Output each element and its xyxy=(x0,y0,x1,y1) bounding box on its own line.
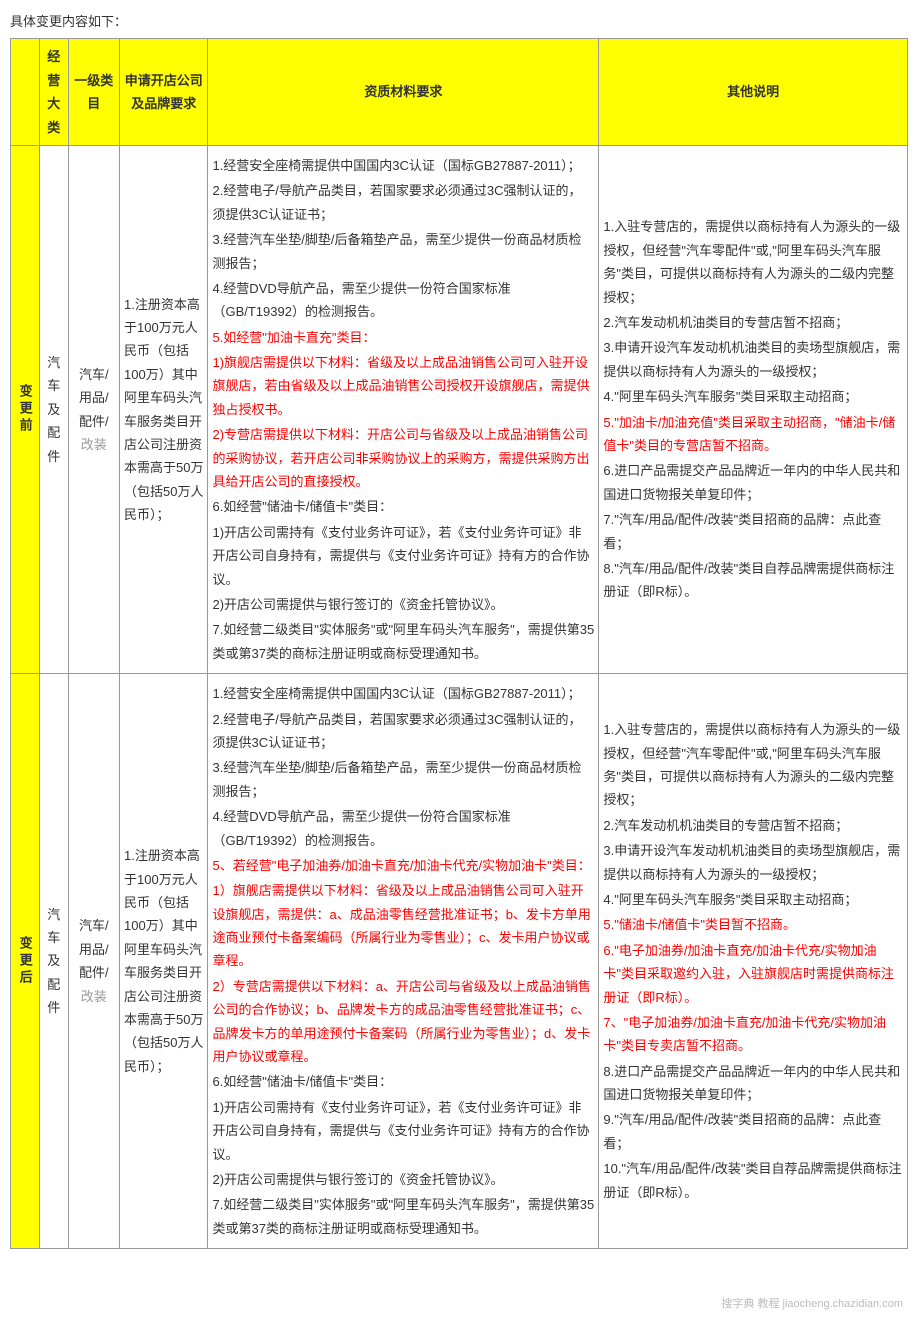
change-table: 经营大类 一级类目 申请开店公司及品牌要求 资质材料要求 其他说明 变更前 汽车… xyxy=(10,38,908,1249)
after-big-category: 汽车及配件 xyxy=(39,674,68,1249)
header-big-category: 经营大类 xyxy=(39,39,68,146)
watermark-text: 搜字典 教程 jiaocheng.chazidian.com xyxy=(721,1295,903,1315)
before-level1: 汽车/ 用品/ 配件/ 改装 xyxy=(68,145,119,673)
after-materials: 1.经营安全座椅需提供中国国内3C认证（国标GB27887-2011）； 2.经… xyxy=(208,674,599,1249)
intro-text: 具体变更内容如下： xyxy=(10,10,908,33)
before-big-category: 汽车及配件 xyxy=(39,145,68,673)
after-level1: 汽车/ 用品/ 配件/ 改装 xyxy=(68,674,119,1249)
before-company-req: 1.注册资本高于100万元人民币（包括100万）其中阿里车码头汽车服务类目开店公… xyxy=(120,145,208,673)
before-materials: 1.经营安全座椅需提供中国国内3C认证（国标GB27887-2011）； 2.经… xyxy=(208,145,599,673)
state-before-label: 变更前 xyxy=(11,145,40,673)
header-level1: 一级类目 xyxy=(68,39,119,146)
after-notes: 1.入驻专营店的，需提供以商标持有人为源头的一级授权，但经营"汽车零配件"或,"… xyxy=(599,674,908,1249)
state-after-label: 变更后 xyxy=(11,674,40,1249)
before-notes: 1.入驻专营店的，需提供以商标持有人为源头的一级授权，但经营"汽车零配件"或,"… xyxy=(599,145,908,673)
header-blank xyxy=(11,39,40,146)
after-company-req: 1.注册资本高于100万元人民币（包括100万）其中阿里车码头汽车服务类目开店公… xyxy=(120,674,208,1249)
header-company-req: 申请开店公司及品牌要求 xyxy=(120,39,208,146)
row-before: 变更前 汽车及配件 汽车/ 用品/ 配件/ 改装 1.注册资本高于100万元人民… xyxy=(11,145,908,673)
header-notes: 其他说明 xyxy=(599,39,908,146)
row-after: 变更后 汽车及配件 汽车/ 用品/ 配件/ 改装 1.注册资本高于100万元人民… xyxy=(11,674,908,1249)
header-materials: 资质材料要求 xyxy=(208,39,599,146)
